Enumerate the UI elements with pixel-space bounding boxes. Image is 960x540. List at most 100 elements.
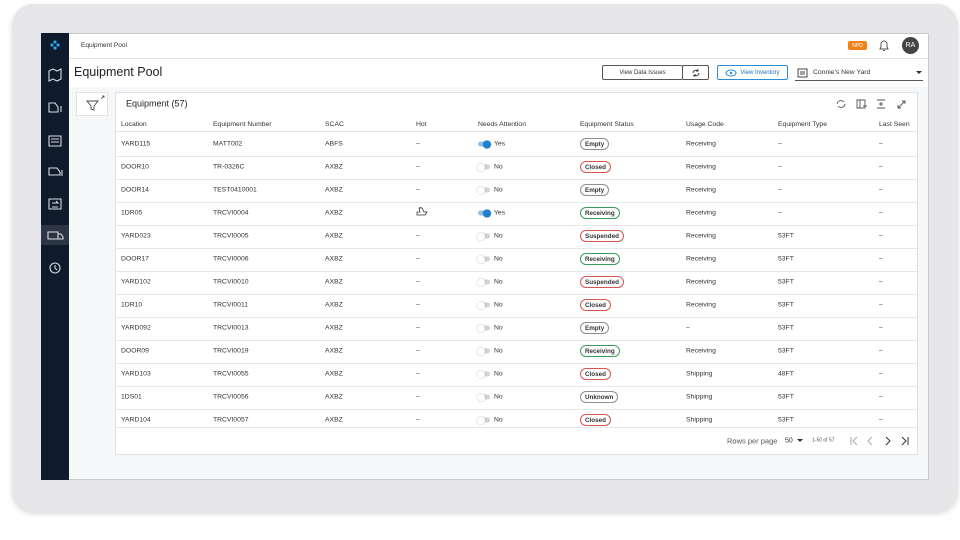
toggle[interactable]	[477, 416, 490, 424]
active-nav	[41, 225, 69, 245]
toggle[interactable]	[478, 209, 491, 217]
cell: Receiving	[686, 301, 716, 309]
rows-per-page-arrow[interactable]	[796, 438, 804, 444]
status-badge: Unknown	[580, 391, 619, 403]
toggle-label: No	[494, 370, 503, 378]
cell: 53FT	[778, 416, 794, 424]
toggle[interactable]	[477, 278, 490, 286]
toggle-knob	[483, 140, 491, 148]
expand-icon[interactable]	[897, 100, 906, 109]
toggle[interactable]	[477, 163, 490, 171]
cell: MATT002	[213, 140, 243, 148]
view-inventory-button[interactable]: View Inventory	[717, 65, 788, 80]
toggle[interactable]	[477, 255, 490, 263]
rows-per-page-label: Rows per page	[727, 436, 778, 446]
view-data-issues-button[interactable]: View Data Issues	[602, 65, 683, 80]
toggle[interactable]	[477, 324, 490, 332]
toggle-label: No	[494, 301, 503, 309]
status-badge: Receiving	[580, 345, 620, 357]
status-badge: Receiving	[580, 253, 620, 265]
cell: AXBZ	[325, 324, 343, 332]
prev-page[interactable]	[867, 436, 873, 446]
column-header: Location	[121, 121, 147, 128]
toggle-knob	[477, 347, 485, 355]
cell: –	[416, 140, 420, 148]
cell: –	[879, 163, 883, 171]
table-row: 1DR05 TRCVI0004 AXBZ Yes Receiving Receiving –…	[115, 202, 917, 226]
cell: –	[416, 324, 420, 332]
equipment-icon[interactable]	[47, 231, 64, 240]
table-title: Equipment (57)	[126, 98, 188, 109]
cell: 53FT	[778, 232, 794, 240]
cell: –	[879, 186, 883, 194]
last-page[interactable]	[901, 436, 909, 446]
cell: –	[686, 324, 690, 332]
next-page[interactable]	[885, 436, 891, 446]
footer-divider	[116, 427, 917, 428]
history-icon[interactable]	[49, 262, 61, 274]
inbound-icon[interactable]	[48, 102, 62, 113]
cell: AXBZ	[325, 301, 343, 309]
needs-attention: No	[477, 347, 503, 355]
columns-icon[interactable]	[856, 99, 867, 109]
pagination-range: 1-50 of 57	[812, 437, 835, 444]
cell: TRCVI0011	[213, 301, 249, 309]
bell-icon[interactable]	[877, 39, 891, 53]
toggle[interactable]	[478, 140, 491, 148]
cell: AXBZ	[325, 278, 343, 286]
outbound-icon[interactable]	[48, 167, 63, 176]
rows-per-page-value[interactable]: 50	[785, 437, 793, 445]
toggle[interactable]	[477, 370, 490, 378]
column-header: SCAC	[325, 121, 344, 128]
cell: –	[416, 232, 420, 240]
table-row: YARD115 MATT002 ABFS – Yes Empty Receiving – –	[115, 133, 917, 157]
toggle[interactable]	[477, 347, 490, 355]
cell: Receiving	[686, 255, 716, 263]
cell: AXBZ	[325, 163, 343, 171]
status-badge: Suspended	[580, 230, 624, 242]
cell: –	[879, 255, 883, 263]
cell: –	[879, 416, 883, 424]
refresh-icon[interactable]	[836, 100, 846, 108]
toggle[interactable]	[477, 186, 490, 194]
cell: –	[416, 347, 420, 355]
cell: –	[879, 140, 883, 148]
toggle-knob	[477, 324, 485, 332]
cell: AXBZ	[325, 232, 343, 240]
cell: –	[778, 209, 782, 217]
status-badge: Empty	[580, 322, 610, 334]
map-icon[interactable]	[48, 68, 62, 82]
yard-select[interactable]: Connie's New Yard	[795, 65, 923, 81]
avatar[interactable]: RA	[902, 37, 919, 54]
filter-button[interactable]	[76, 92, 108, 116]
toggle-label: No	[494, 186, 503, 194]
cell: –	[416, 186, 420, 194]
toggle[interactable]	[477, 393, 490, 401]
transfer-icon[interactable]	[48, 198, 62, 210]
density-icon[interactable]	[877, 99, 885, 109]
needs-attention: No	[477, 324, 503, 332]
cell: Receiving	[686, 140, 716, 148]
toggle[interactable]	[477, 301, 490, 309]
cell: Receiving	[686, 186, 716, 194]
toggle[interactable]	[477, 232, 490, 240]
cell: TRCVI0005	[213, 232, 249, 240]
cell: –	[778, 163, 782, 171]
needs-attention: No	[477, 393, 503, 401]
cell: –	[416, 255, 420, 263]
cell: 53FT	[778, 278, 794, 286]
logo	[50, 40, 60, 50]
toggle-knob	[477, 186, 485, 194]
cell: DOOR17	[121, 255, 149, 263]
cell: TRCVI0019	[213, 347, 249, 355]
first-page[interactable]	[850, 436, 858, 446]
cell: AXBZ	[325, 186, 343, 194]
toggle-knob	[477, 255, 485, 263]
refresh-button[interactable]	[682, 65, 709, 80]
cell: –	[879, 232, 883, 240]
cell: TRCVI0056	[213, 393, 249, 401]
page-title: Equipment Pool	[74, 64, 163, 79]
dock-icon[interactable]	[48, 135, 62, 147]
cell: –	[778, 140, 782, 148]
